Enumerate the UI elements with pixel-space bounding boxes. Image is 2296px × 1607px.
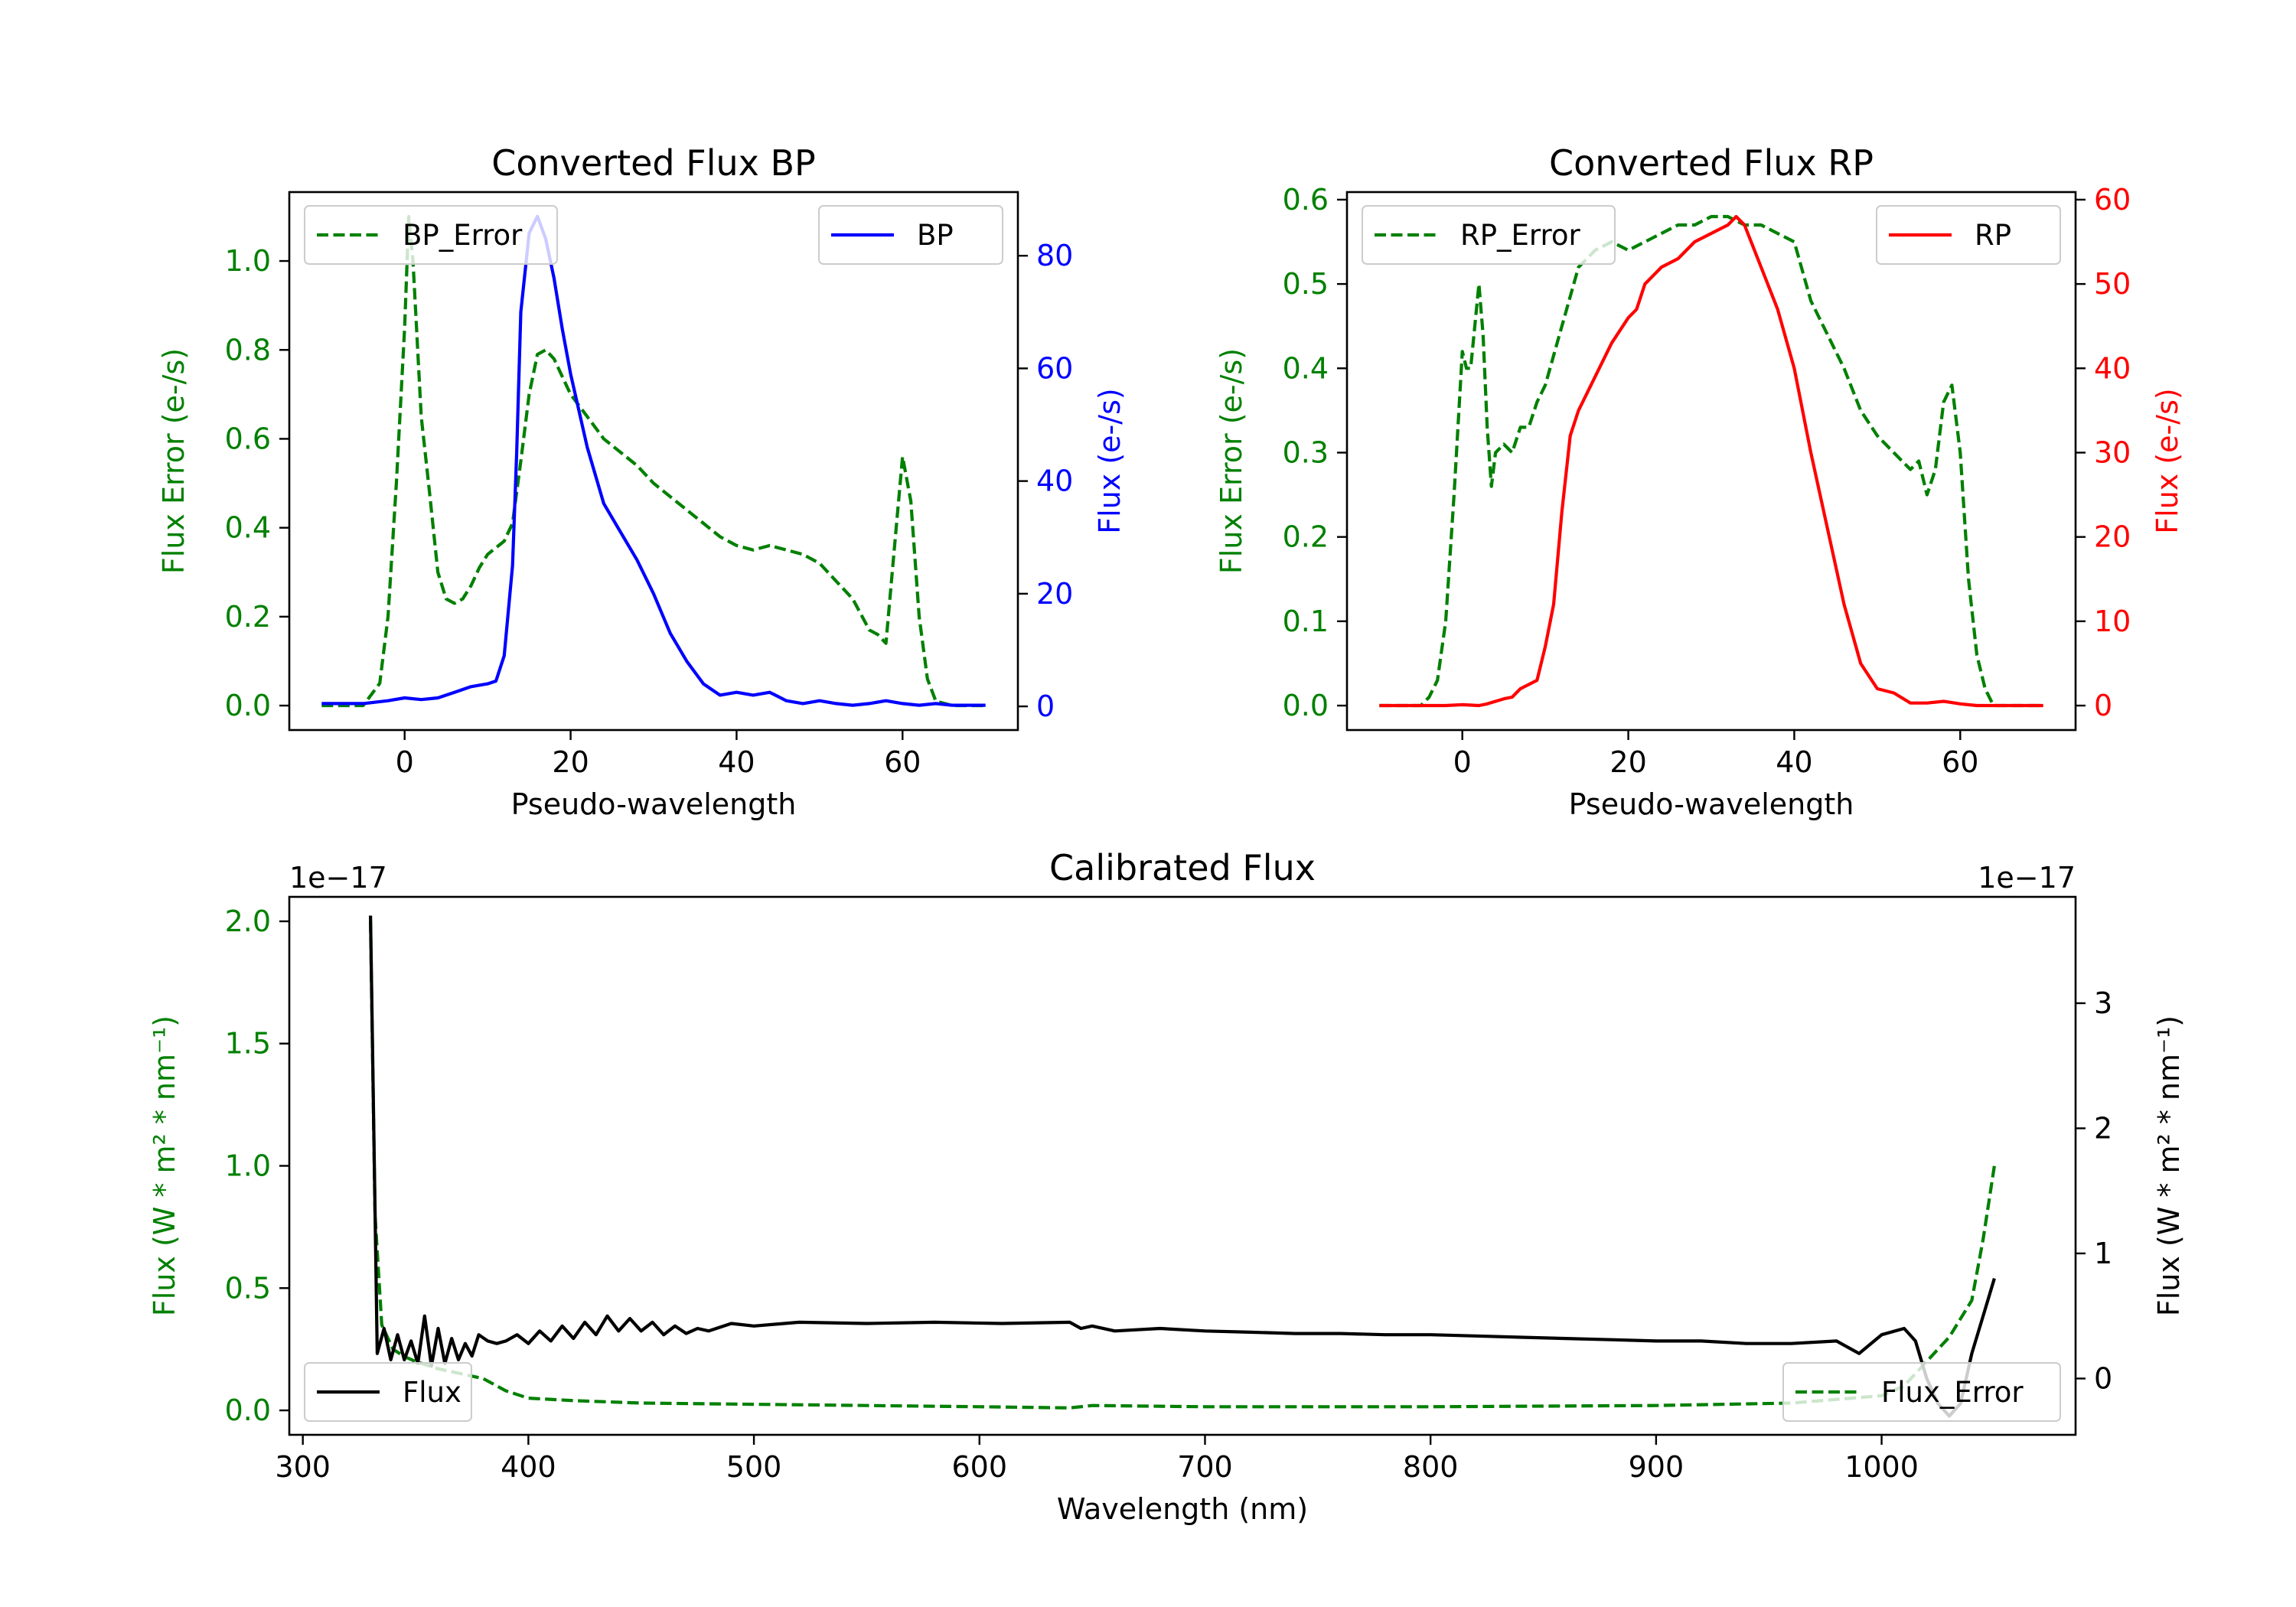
right-y-tick-label: 1 — [2094, 1237, 2112, 1270]
right-y-tick-label: 20 — [1036, 577, 1073, 611]
left-y-tick-label: 0.0 — [1283, 689, 1329, 722]
x-axis-label: Wavelength (nm) — [1057, 1492, 1308, 1526]
right-y-tick-label: 80 — [1036, 239, 1073, 272]
right-offset-text: 1e−17 — [1978, 861, 2076, 895]
left-y-tick-label: 0.0 — [225, 689, 271, 722]
x-tick-label: 400 — [501, 1450, 556, 1484]
right-y-tick-label: 40 — [2094, 351, 2131, 385]
x-axis-label: Pseudo-wavelength — [1569, 787, 1854, 821]
x-axis-label: Pseudo-wavelength — [511, 787, 797, 821]
right-y-tick-label: 0 — [2094, 1361, 2112, 1395]
legend-label: Flux — [403, 1376, 461, 1409]
x-tick-label: 0 — [1453, 745, 1472, 779]
right-y-tick-label: 3 — [2094, 986, 2112, 1020]
right-y-axis-label: Flux (W * m² * nm⁻¹) — [2152, 1015, 2186, 1316]
x-tick-label: 1000 — [1844, 1450, 1919, 1484]
right-y-tick-label: 20 — [2094, 520, 2131, 554]
left-y-tick-label: 1.0 — [225, 244, 271, 278]
right-y-tick-label: 0 — [1036, 689, 1055, 723]
left-y-tick-label: 0.2 — [1283, 520, 1329, 554]
left-y-tick-label: 0.1 — [1283, 605, 1329, 638]
x-tick-label: 700 — [1177, 1450, 1233, 1484]
x-tick-label: 40 — [718, 745, 755, 779]
right-y-tick-label: 40 — [1036, 464, 1073, 498]
left-y-tick-label: 1.0 — [225, 1149, 271, 1183]
plot-frame — [289, 192, 1018, 730]
left-y-tick-label: 1.5 — [225, 1027, 271, 1061]
plot-frame — [1347, 192, 2076, 730]
right-y-tick-label: 0 — [2094, 689, 2112, 722]
x-tick-label: 60 — [884, 745, 921, 779]
left-y-tick-label: 0.5 — [225, 1271, 271, 1305]
series-line-bp-error — [321, 217, 985, 706]
chart-rp: 0 20 40 60 0.0 0.1 0.2 0.3 0.4 0.5 0.6 0 10 20 30 40 50 6… — [1215, 142, 2184, 821]
x-tick-label: 20 — [1609, 745, 1646, 779]
right-y-tick-label: 50 — [2094, 267, 2131, 301]
x-tick-label: 800 — [1403, 1450, 1459, 1484]
right-y-tick-label: 10 — [2094, 605, 2131, 638]
x-tick-label: 40 — [1776, 745, 1812, 779]
chart-title: Converted Flux RP — [1549, 142, 1874, 184]
legend-rp: RP — [1877, 206, 2060, 264]
left-y-tick-label: 0.0 — [225, 1393, 271, 1427]
legend-rp-error: RP_Error — [1362, 206, 1615, 264]
left-y-axis-label: Flux (W * m² * nm⁻¹) — [148, 1015, 181, 1316]
plot-frame — [289, 897, 2076, 1435]
legend-label: Flux_Error — [1881, 1376, 2024, 1409]
chart-bp: 0 20 40 60 0.0 0.2 0.4 0.6 0.8 1.0 0 20 40 60 80 Conver… — [157, 142, 1127, 821]
left-y-tick-label: 0.4 — [225, 511, 271, 545]
legend-label: BP — [917, 219, 954, 252]
left-y-axis-label: Flux Error (e-/s) — [1215, 348, 1248, 574]
left-offset-text: 1e−17 — [289, 861, 387, 895]
right-y-axis-label: Flux (e-/s) — [1093, 388, 1127, 533]
legend-flux: Flux — [305, 1363, 471, 1421]
left-y-tick-label: 0.6 — [1283, 183, 1329, 217]
left-y-tick-label: 0.3 — [1283, 435, 1329, 469]
x-tick-label: 600 — [952, 1450, 1008, 1484]
left-y-tick-label: 0.6 — [225, 422, 271, 455]
figure-canvas: 0 20 40 600.00.20.40.60.81.0020406080Conver… — [0, 0, 2296, 1607]
left-y-tick-label: 2.0 — [225, 905, 271, 938]
x-tick-label: 900 — [1629, 1450, 1684, 1484]
right-y-tick-label: 60 — [2094, 183, 2131, 217]
left-y-tick-label: 0.4 — [1283, 351, 1329, 385]
chart-cal: 300 400 500 600 700 800 900 1000 0.0 0.5 1.0 1.5 2.0… — [148, 847, 2186, 1526]
chart-title: Calibrated Flux — [1049, 847, 1316, 888]
series-line-flux — [370, 916, 1994, 1416]
series-line-flux-error — [370, 921, 1994, 1408]
x-tick-label: 500 — [726, 1450, 782, 1484]
x-tick-label: 0 — [396, 745, 414, 779]
legend-bp-error: BP_Error — [305, 206, 557, 264]
x-tick-label: 300 — [275, 1450, 331, 1484]
right-y-tick-label: 60 — [1036, 351, 1073, 385]
legend-bp: BP — [819, 206, 1003, 264]
x-tick-label: 60 — [1942, 745, 1978, 779]
right-y-tick-label: 2 — [2094, 1111, 2112, 1145]
right-y-tick-label: 30 — [2094, 435, 2131, 469]
left-y-tick-label: 0.5 — [1283, 267, 1329, 301]
x-tick-label: 20 — [552, 745, 589, 779]
legend-flux-error: Flux_Error — [1783, 1363, 2060, 1421]
legend-label: RP — [1975, 219, 2011, 252]
left-y-tick-label: 0.2 — [225, 600, 271, 634]
chart-title: Converted Flux BP — [491, 142, 816, 184]
left-y-tick-label: 0.8 — [225, 333, 271, 367]
legend-label: RP_Error — [1460, 219, 1580, 252]
right-y-axis-label: Flux (e-/s) — [2151, 388, 2184, 533]
series-line-rp-error — [1379, 217, 2043, 706]
legend-label: BP_Error — [403, 219, 523, 252]
left-y-axis-label: Flux Error (e-/s) — [157, 348, 191, 574]
